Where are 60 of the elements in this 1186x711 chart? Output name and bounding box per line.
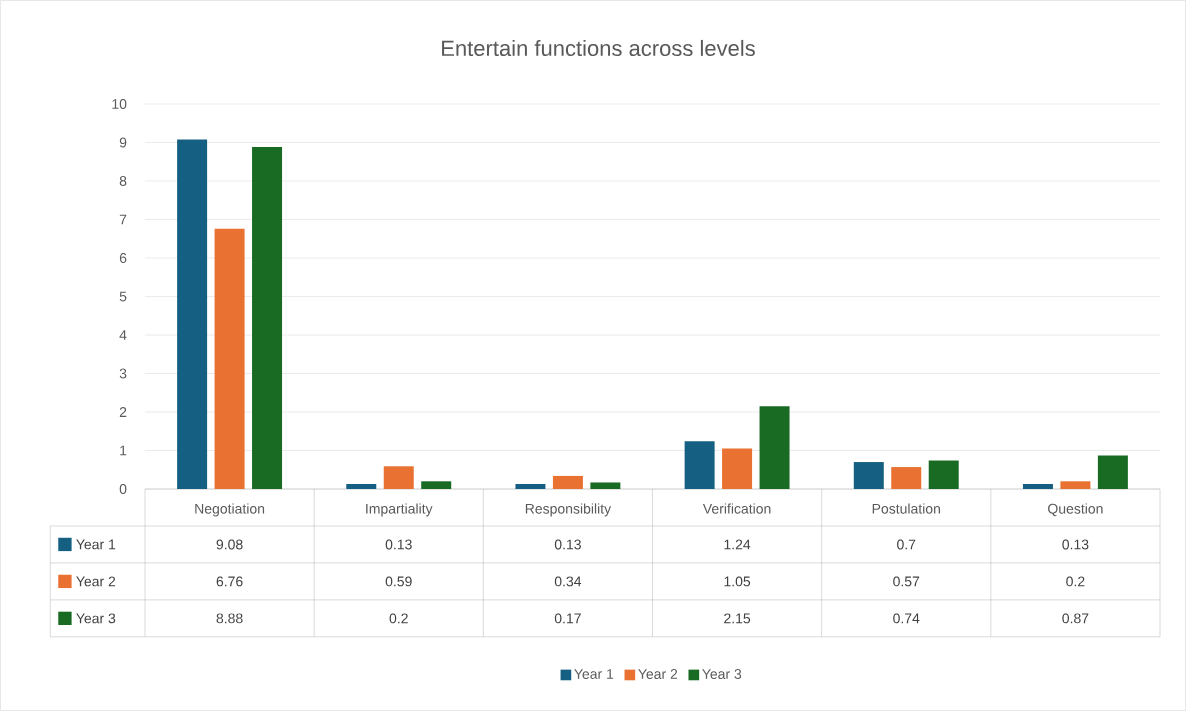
bar (421, 481, 452, 489)
data-label: 9.08 (216, 539, 243, 550)
y-tick-label: 8 (119, 176, 127, 186)
y-tick-label: 1 (120, 445, 127, 456)
x-tick-label: Verification (702, 503, 771, 514)
y-tick-label: 5 (119, 291, 127, 302)
bar (590, 482, 621, 489)
data-label: 0.13 (385, 539, 412, 550)
y-tick-label: 2 (119, 407, 127, 417)
bar (1097, 455, 1128, 489)
y-tick-label: 0 (119, 484, 127, 494)
data-label: 0.7 (897, 539, 916, 550)
text: Year 3 (76, 613, 116, 624)
y-tick-label: 4 (119, 330, 127, 340)
bar (383, 466, 414, 489)
text: Year 1 (574, 669, 614, 679)
data-label: 0.87 (1062, 613, 1089, 624)
bar (928, 460, 959, 489)
data-label: 0.74 (893, 613, 920, 624)
legend-label: Year 1 (76, 539, 116, 550)
x-tick-label: Question (1048, 503, 1103, 517)
x-tick-label: Negotiation (195, 503, 265, 517)
bar (891, 467, 922, 489)
data-label: 6.76 (216, 576, 243, 587)
data-label: 0.57 (893, 576, 920, 587)
data-label: 0.17 (554, 613, 581, 624)
data-label: 0.2 (389, 613, 408, 624)
data-label: 1.05 (724, 576, 751, 587)
y-tick-label: 9 (119, 137, 127, 148)
bar (552, 475, 583, 489)
y-tick-label: 7 (119, 214, 127, 225)
bar (346, 483, 377, 489)
text: Year 2 (638, 669, 678, 679)
bar (722, 448, 753, 489)
x-tick-label: Impartiality (366, 503, 433, 517)
bar (684, 441, 715, 489)
x-tick-label: Postulation (872, 503, 940, 514)
x-tick-label: Responsibility (525, 503, 612, 517)
bar (515, 483, 546, 489)
data-label: 8.88 (216, 613, 243, 624)
data-label: 0.13 (554, 539, 581, 550)
y-tick-label: 3 (119, 368, 127, 379)
data-label: 0.13 (1062, 539, 1089, 550)
y-tick-label: 6 (119, 253, 127, 263)
data-label: 2.15 (724, 613, 751, 624)
chart-title: Entertain functions across levels (442, 39, 755, 57)
legend-label: Year 2 (76, 576, 116, 587)
bar (1022, 483, 1053, 489)
y-tick-label: 10 (112, 99, 127, 109)
bar (853, 462, 884, 489)
bar (214, 228, 245, 489)
bar (252, 147, 283, 489)
bar (1060, 481, 1091, 489)
data-label: 0.34 (554, 576, 582, 587)
bar (177, 139, 208, 489)
legend-label: Year 3 (702, 669, 742, 679)
bar (759, 406, 790, 489)
data-label: 0.2 (1066, 576, 1085, 587)
data-label: 1.24 (724, 539, 751, 550)
data-label: 0.59 (385, 576, 412, 587)
